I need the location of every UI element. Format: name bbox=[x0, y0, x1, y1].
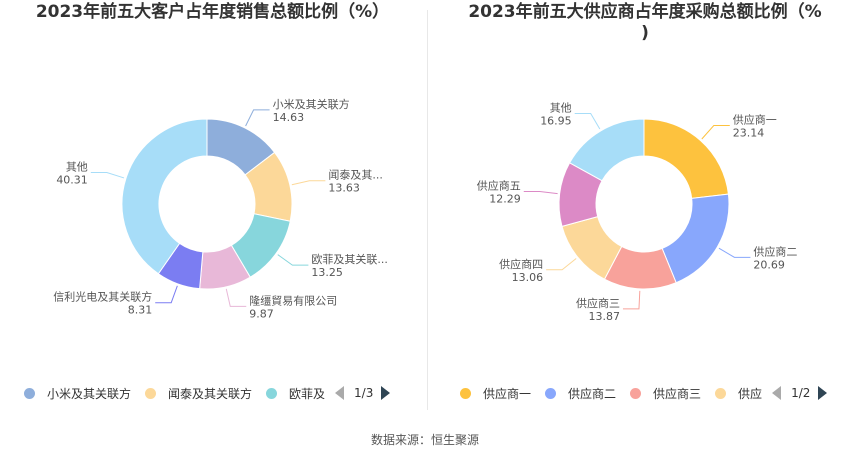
slice-value-label: 20.69 bbox=[753, 258, 785, 271]
slice-category-label: 其他 bbox=[550, 102, 572, 115]
legend-item[interactable]: 供应 bbox=[715, 385, 762, 402]
legend-item[interactable]: 供应商二 bbox=[545, 385, 616, 402]
donut-slice[interactable] bbox=[568, 118, 645, 182]
legend-label: 供应商三 bbox=[653, 386, 702, 401]
slice-value-label: 13.25 bbox=[311, 266, 343, 279]
chart-title-customers: 2023年前五大客户占年度销售总额比例（%） bbox=[35, 2, 390, 22]
legend-label: 供应商一 bbox=[483, 386, 532, 401]
slice-category-label: 供应商三 bbox=[576, 296, 620, 310]
legend-marker bbox=[545, 387, 557, 399]
legend-label: 供应商二 bbox=[568, 386, 617, 401]
donut-slice[interactable] bbox=[661, 193, 730, 284]
label-leader-line bbox=[225, 288, 247, 307]
legend-marker bbox=[460, 387, 471, 399]
slice-value-label: 9.87 bbox=[249, 307, 274, 320]
legend-marker bbox=[24, 387, 35, 399]
label-leader-line bbox=[90, 172, 125, 179]
prev-page-icon[interactable] bbox=[772, 386, 782, 400]
slice-category-label: 信利光电及其关联方 bbox=[53, 290, 152, 304]
slice-value-label: 13.06 bbox=[512, 271, 544, 284]
legend-item[interactable]: 欧菲及 bbox=[266, 385, 325, 402]
slice-value-label: 13.87 bbox=[588, 310, 620, 323]
prev-page-icon[interactable] bbox=[335, 386, 345, 400]
slice-value-label: 12.29 bbox=[489, 192, 521, 205]
label-leader-line bbox=[291, 180, 326, 186]
legend-label: 供应 bbox=[738, 386, 763, 401]
legend-marker bbox=[715, 387, 727, 399]
next-page-icon[interactable] bbox=[381, 386, 391, 400]
slice-category-label: 供应商四 bbox=[499, 257, 543, 271]
slice-category-label: 其他 bbox=[66, 161, 88, 174]
label-leader-line bbox=[701, 125, 730, 140]
legend-page-indicator: 1/2 bbox=[791, 386, 811, 400]
slice-category-label: 供应商二 bbox=[753, 244, 797, 258]
slice-value-label: 13.63 bbox=[328, 182, 360, 195]
label-leader-line bbox=[155, 285, 178, 304]
next-page-icon[interactable] bbox=[818, 386, 828, 400]
legend-marker bbox=[630, 387, 642, 399]
slice-category-label: 供应商一 bbox=[733, 113, 777, 127]
slice-value-label: 23.14 bbox=[733, 127, 765, 140]
label-leader-line bbox=[277, 254, 309, 266]
legend-item[interactable]: 小米及其关联方 bbox=[24, 385, 131, 402]
legend-page-indicator: 1/3 bbox=[354, 386, 374, 400]
legend-item[interactable]: 闻泰及其关联方 bbox=[145, 385, 252, 402]
slice-value-label: 8.31 bbox=[128, 304, 153, 317]
donut-slice[interactable] bbox=[121, 118, 208, 275]
slice-category-label: 供应商五 bbox=[477, 178, 521, 192]
legend-marker bbox=[266, 387, 278, 399]
legend-label: 闻泰及其关联方 bbox=[168, 386, 253, 401]
chart-divider bbox=[427, 10, 428, 410]
legend-item[interactable]: 供应商三 bbox=[630, 385, 701, 402]
data-source-note: 数据来源：恒生聚源 bbox=[370, 433, 479, 447]
donut-slice[interactable] bbox=[643, 118, 729, 199]
slice-value-label: 16.95 bbox=[540, 115, 572, 128]
slice-value-label: 14.63 bbox=[273, 111, 305, 124]
legend-label: 小米及其关联方 bbox=[47, 386, 132, 401]
label-leader-line bbox=[546, 258, 577, 271]
legend-pager: 1/2 bbox=[772, 386, 828, 400]
label-leader-line bbox=[718, 247, 751, 258]
slice-category-label: 小米及其关联方 bbox=[273, 97, 350, 111]
legend-marker bbox=[145, 387, 157, 399]
label-leader-line bbox=[523, 190, 558, 195]
legend-customers: 小米及其关联方 闻泰及其关联方 欧菲及 1/3 bbox=[24, 383, 424, 403]
label-leader-line bbox=[245, 109, 270, 127]
legend-suppliers: 供应商一 供应商二 供应商三 供应 1/2 bbox=[460, 383, 840, 403]
slice-category-label: 隆缰貿易有限公司 bbox=[249, 293, 337, 307]
legend-pager: 1/3 bbox=[335, 386, 391, 400]
label-leader-line bbox=[622, 290, 641, 310]
legend-item[interactable]: 供应商一 bbox=[460, 385, 531, 402]
slice-category-label: 欧菲及其关联... bbox=[311, 252, 388, 266]
legend-label: 欧菲及 bbox=[289, 386, 326, 401]
slice-value-label: 40.31 bbox=[56, 174, 88, 187]
slice-category-label: 闻泰及其... bbox=[328, 168, 383, 182]
label-leader-line bbox=[574, 113, 601, 130]
chart-title-suppliers: 2023年前五大供应商占年度采购总额比例（% ) bbox=[468, 2, 822, 43]
